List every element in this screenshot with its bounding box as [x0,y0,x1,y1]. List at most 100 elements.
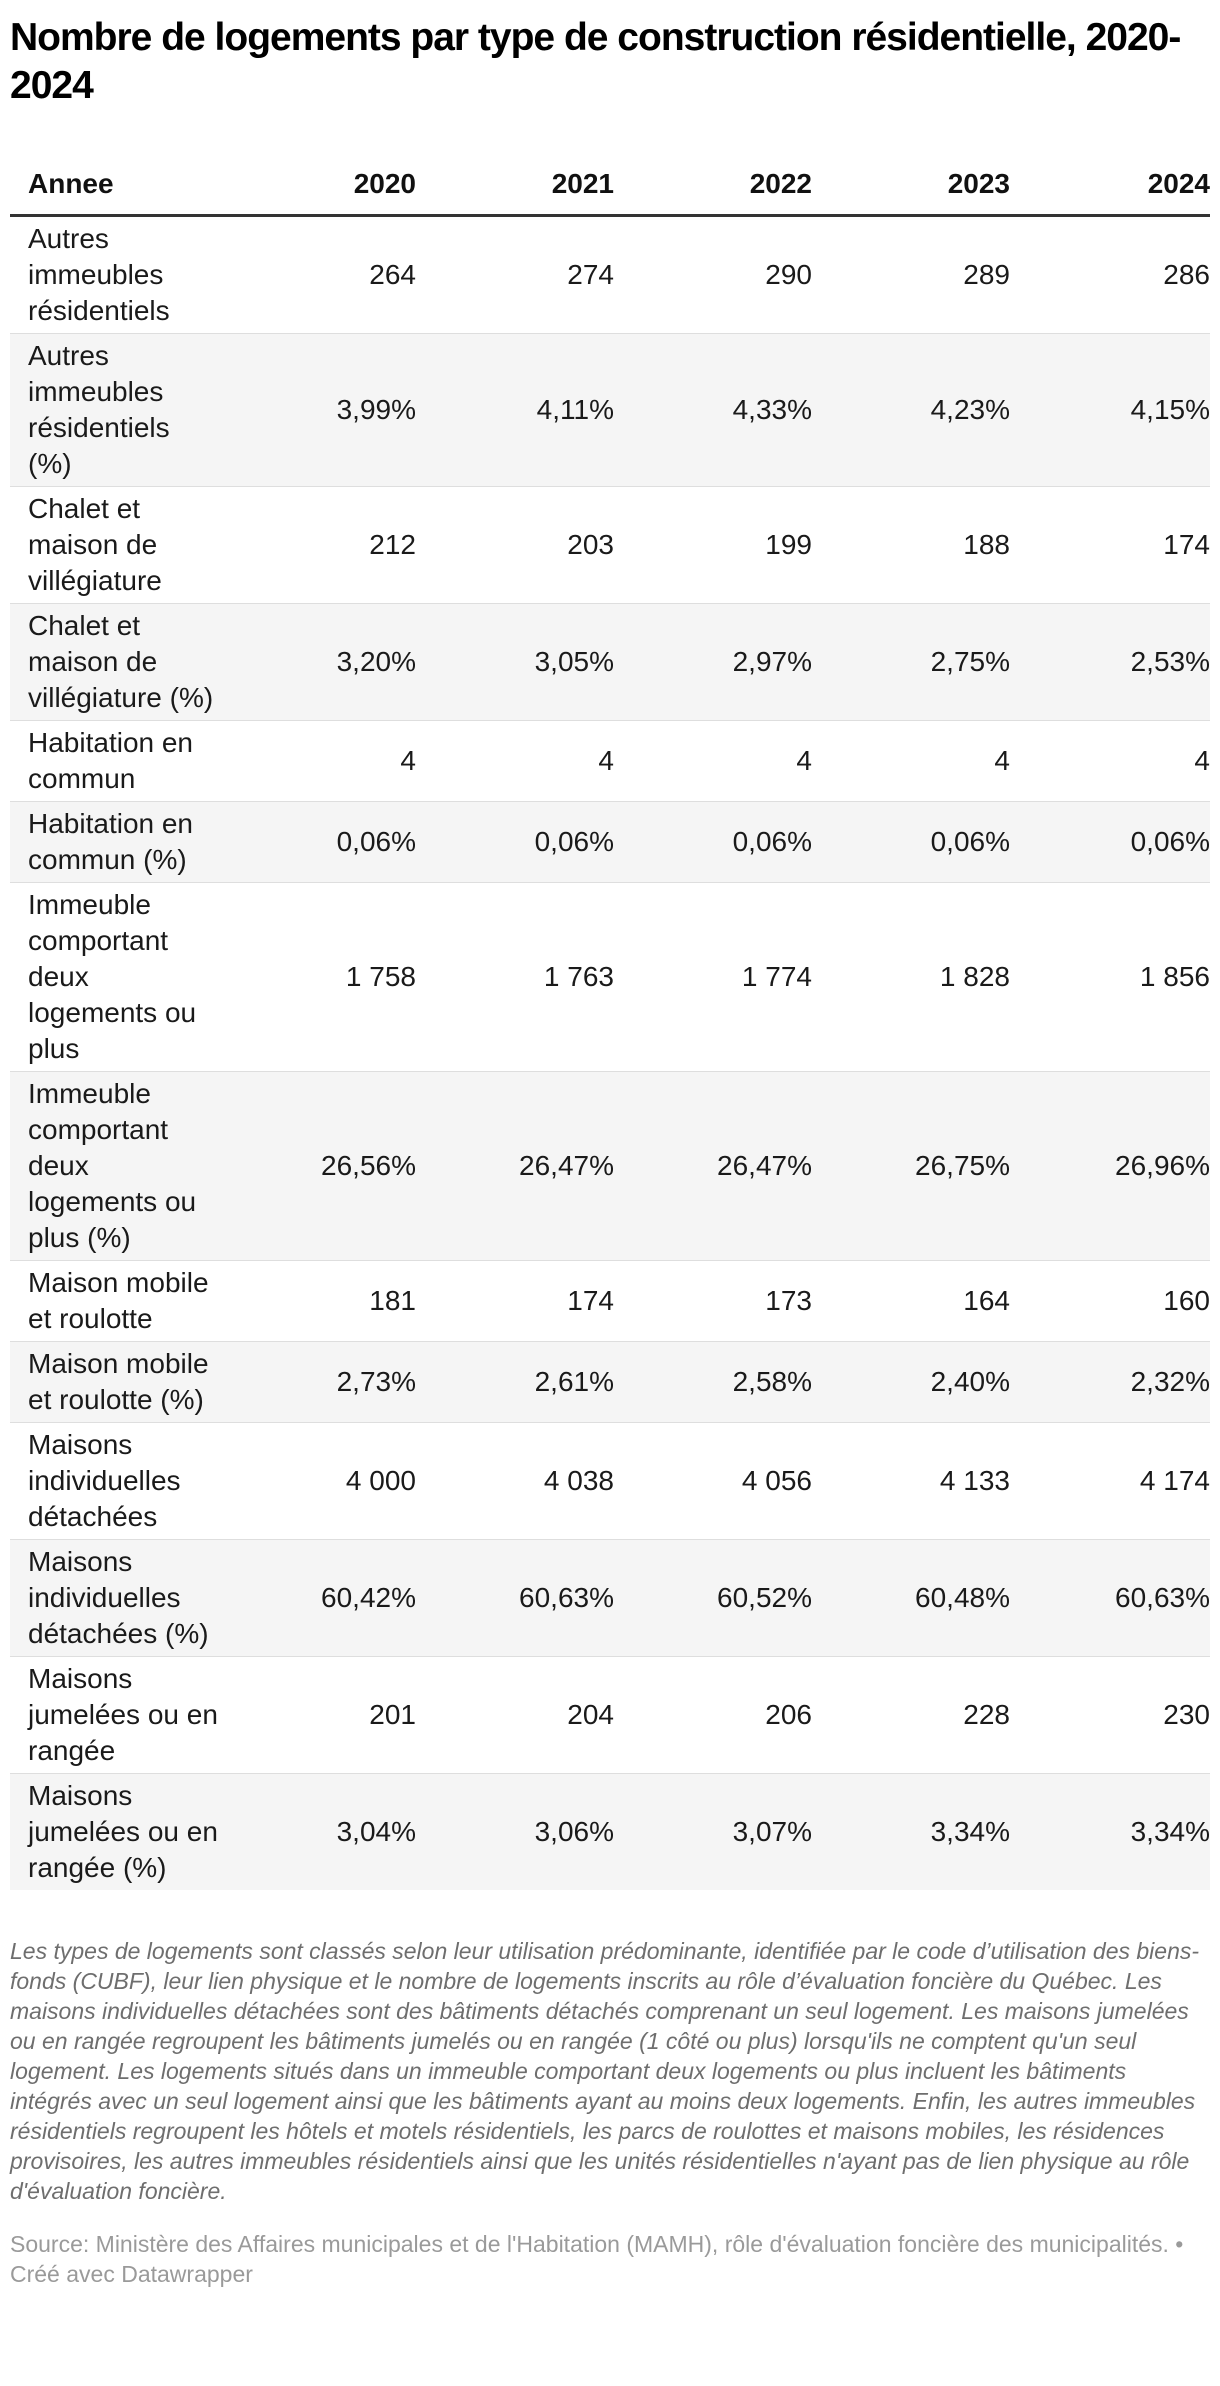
column-header-year: 2021 [416,144,614,217]
header-row: Annee 2020 2021 2022 2023 2024 [10,144,1210,217]
value-cell: 60,42% [321,1582,416,1613]
value-cell: 173 [765,1285,812,1316]
table-row: Maison mobile et roulotte (%) 2,73% 2,61% 2… [10,1341,1210,1423]
column-header-year: 2023 [812,144,1010,217]
source-line: Source: Ministère des Affaires municipal… [10,2231,1184,2287]
value-cell: 60,48% [915,1582,1010,1613]
value-cell: 3,34% [930,1816,1010,1847]
row-label: Chalet et maison de villégiature [28,493,162,596]
value-cell: 60,63% [519,1582,614,1613]
value-cell: 188 [963,529,1010,560]
value-cell: 4 056 [741,1465,812,1496]
value-cell: 4 [1194,745,1210,776]
table-body: Autres immeubles résidentiels 264 274 290 28… [10,216,1210,1890]
table-row: Habitation en commun (%) 0,06% 0,06% 0,06% 0… [10,801,1210,883]
value-cell: 201 [369,1699,416,1730]
value-cell: 230 [1163,1699,1210,1730]
row-label: Immeuble comportant deux logements ou pl… [28,1078,197,1253]
value-cell: 2,61% [534,1366,614,1397]
value-cell: 26,47% [717,1150,812,1181]
value-cell: 3,07% [732,1816,812,1847]
value-cell: 0,06% [336,826,416,857]
value-cell: 164 [963,1285,1010,1316]
value-cell: 4 133 [939,1465,1010,1496]
row-label: Autres immeubles résidentiels (%) [28,340,170,479]
value-cell: 2,32% [1130,1366,1210,1397]
table-notes: Les types de logements sont classés selo… [10,1938,1200,2204]
table-row: Habitation en commun 4 4 4 4 4 [10,720,1210,802]
table-row: Immeuble comportant deux logements ou pl… [10,1071,1210,1261]
value-cell: 1 774 [741,961,812,992]
value-cell: 1 763 [543,961,614,992]
value-cell: 181 [369,1285,416,1316]
value-cell: 3,99% [336,394,416,425]
value-cell: 0,06% [930,826,1010,857]
row-label: Autres immeubles résidentiels [28,223,170,326]
column-header-label: Annee [10,144,218,217]
value-cell: 0,06% [1130,826,1210,857]
row-label: Maison mobile et roulotte (%) [28,1348,209,1415]
table-row: Chalet et maison de villégiature (%) 3,20… [10,603,1210,721]
value-cell: 274 [567,259,614,290]
table-row: Maison mobile et roulotte 181 174 173 164 160 [10,1260,1210,1342]
value-cell: 2,40% [930,1366,1010,1397]
data-table: Annee 2020 2021 2022 2023 2024 Autres immeubl… [10,144,1210,1890]
value-cell: 174 [567,1285,614,1316]
table-row: Autres immeubles résidentiels (%) 3,99% 4,… [10,333,1210,487]
value-cell: 2,73% [336,1366,416,1397]
value-cell: 26,75% [915,1150,1010,1181]
table-row: Maisons individuelles détachées (%) 60,42… [10,1539,1210,1657]
value-cell: 2,97% [732,646,812,677]
value-cell: 264 [369,259,416,290]
value-cell: 2,75% [930,646,1010,677]
column-header-year: 2020 [218,144,416,217]
value-cell: 290 [765,259,812,290]
value-cell: 212 [369,529,416,560]
row-label: Maisons jumelées ou en rangée (%) [28,1780,218,1883]
value-cell: 1 758 [345,961,416,992]
value-cell: 4 038 [543,1465,614,1496]
value-cell: 26,47% [519,1150,614,1181]
row-label: Immeuble comportant deux logements ou pl… [28,889,197,1064]
table-row: Maisons individuelles détachées 4 000 4 03… [10,1422,1210,1540]
column-header-year: 2022 [614,144,812,217]
table-row: Maisons jumelées ou en rangée (%) 3,04% 3,… [10,1773,1210,1890]
table-row: Autres immeubles résidentiels 264 274 290 28… [10,216,1210,334]
row-label: Habitation en commun [28,727,194,794]
value-cell: 3,34% [1130,1816,1210,1847]
page-title: Nombre de logements par type de construc… [10,16,1181,107]
value-cell: 174 [1163,529,1210,560]
row-label: Chalet et maison de villégiature (%) [28,610,214,713]
table-row: Chalet et maison de villégiature 212 203 19… [10,486,1210,604]
value-cell: 1 828 [939,961,1010,992]
value-cell: 206 [765,1699,812,1730]
value-cell: 4 174 [1139,1465,1210,1496]
table-row: Immeuble comportant deux logements ou pl… [10,882,1210,1072]
value-cell: 1 856 [1139,961,1210,992]
value-cell: 4 [796,745,812,776]
value-cell: 4,15% [1130,394,1210,425]
value-cell: 160 [1163,1285,1210,1316]
value-cell: 0,06% [534,826,614,857]
row-label: Maisons individuelles détachées (%) [28,1546,209,1649]
row-label: Maison mobile et roulotte [28,1267,209,1334]
value-cell: 60,63% [1115,1582,1210,1613]
value-cell: 26,96% [1115,1150,1210,1181]
value-cell: 3,20% [336,646,416,677]
row-label: Maisons individuelles détachées [28,1429,181,1532]
value-cell: 228 [963,1699,1010,1730]
value-cell: 4 [598,745,614,776]
value-cell: 199 [765,529,812,560]
row-label: Maisons jumelées ou en rangée [28,1663,218,1766]
value-cell: 3,06% [534,1816,614,1847]
value-cell: 4,11% [536,394,614,425]
value-cell: 2,58% [732,1366,812,1397]
value-cell: 204 [567,1699,614,1730]
column-header-year: 2024 [1010,144,1210,217]
value-cell: 2,53% [1130,646,1210,677]
table-row: Maisons jumelées ou en rangée 201 204 206 22… [10,1656,1210,1774]
row-label: Habitation en commun (%) [28,808,194,875]
value-cell: 26,56% [321,1150,416,1181]
value-cell: 4 000 [345,1465,416,1496]
